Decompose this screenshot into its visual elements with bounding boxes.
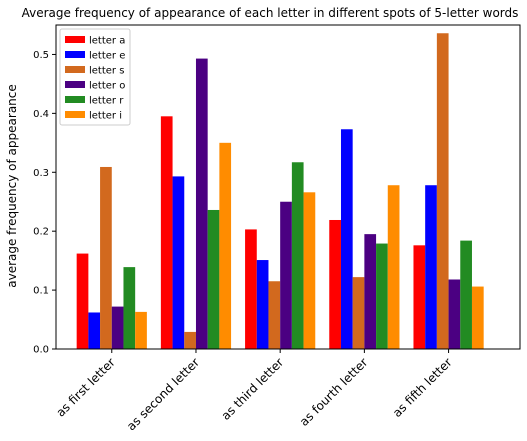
legend-swatch xyxy=(65,81,85,88)
y-tick-label: 0.4 xyxy=(33,109,49,120)
bar-letter-i-2 xyxy=(303,192,316,349)
bar-letter-a-3 xyxy=(329,219,341,349)
bar-letter-a-4 xyxy=(413,245,426,349)
y-tick-label: 0.0 xyxy=(33,345,49,356)
bars xyxy=(76,33,484,349)
legend: letter a letter e letter s letter o letter r… xyxy=(59,28,131,126)
bar-letter-o-2 xyxy=(280,201,292,349)
legend-swatch xyxy=(65,51,85,58)
bar-letter-o-3 xyxy=(364,234,377,349)
chart-title: Average frequency of appearance of each … xyxy=(22,6,519,20)
bar-letter-o-0 xyxy=(111,306,124,349)
y-tick-label: 0.2 xyxy=(33,227,49,238)
legend-swatch xyxy=(65,66,85,73)
bar-letter-s-1 xyxy=(184,331,196,349)
bar-letter-r-3 xyxy=(376,243,388,349)
bar-letter-o-4 xyxy=(448,279,461,349)
legend-label: letter o xyxy=(89,81,125,92)
plot-frame xyxy=(55,24,521,350)
bar-letter-i-4 xyxy=(471,286,484,349)
bar-letter-a-0 xyxy=(76,253,89,349)
bar-letter-i-3 xyxy=(387,185,400,349)
bar-letter-e-3 xyxy=(340,129,353,349)
legend-swatch xyxy=(65,36,85,43)
legend-label: letter e xyxy=(89,51,125,62)
bar-letter-e-4 xyxy=(425,185,437,349)
bar-letter-s-4 xyxy=(436,33,449,349)
bar-letter-a-1 xyxy=(160,116,173,349)
bar-letter-r-0 xyxy=(123,267,136,349)
bar-letter-e-2 xyxy=(256,260,269,349)
bar-letter-r-4 xyxy=(460,240,472,349)
legend-label: letter a xyxy=(89,36,125,47)
bar-letter-a-2 xyxy=(245,229,257,349)
legend-swatch xyxy=(65,96,85,103)
bar-letter-o-1 xyxy=(195,58,208,349)
y-axis-label: average frequency of appearance xyxy=(5,84,19,288)
bar-letter-i-1 xyxy=(219,142,232,349)
bar-letter-e-1 xyxy=(172,176,185,349)
y-tick-label: 0.3 xyxy=(33,168,49,179)
bar-letter-r-2 xyxy=(291,162,304,349)
legend-label: letter i xyxy=(89,111,122,122)
legend-label: letter s xyxy=(89,66,124,77)
y-tick-label: 0.1 xyxy=(33,286,49,297)
bar-letter-i-0 xyxy=(135,311,147,349)
legend-label: letter r xyxy=(89,96,124,107)
bar-letter-s-3 xyxy=(352,277,365,349)
legend-swatch xyxy=(65,111,85,118)
bar-letter-r-1 xyxy=(207,209,220,349)
bar-letter-s-0 xyxy=(100,166,112,349)
bar-letter-s-2 xyxy=(268,281,281,349)
bar-letter-e-0 xyxy=(88,312,101,349)
y-tick-label: 0.5 xyxy=(33,50,49,61)
